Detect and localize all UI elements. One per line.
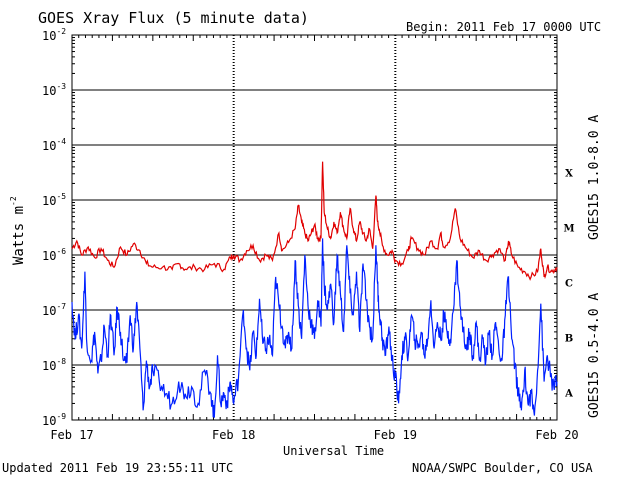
y-axis-label: Watts m-2 [9, 196, 27, 265]
legend-short-series: GOES15 0.5-4.0 A [587, 293, 602, 418]
x-tick-labels: Feb 17 Feb 18 Feb 19 Feb 20 [50, 428, 578, 442]
legend-red-label: GOES15 1.0-8.0 A [587, 115, 602, 240]
flare-class-labels: X M C B A [563, 169, 574, 400]
series-line-long [71, 161, 558, 281]
series-line-short [71, 238, 558, 418]
flare-class-label: X [565, 169, 573, 180]
y-tick-labels: 10-2 10-3 10-4 10-5 10-6 10-7 10-8 10-9 [42, 27, 66, 428]
y-tick-label: 10-5 [42, 192, 66, 208]
y-tick-label: 10-7 [42, 302, 66, 318]
flare-class-label: M [563, 224, 574, 235]
y-tick-label: 10-2 [42, 27, 66, 43]
x-tick-label: Feb 19 [374, 428, 417, 442]
y-axis-label-text: Watts m [11, 206, 27, 265]
x-tick-label: Feb 20 [535, 428, 578, 442]
y-tick-label: 10-4 [42, 137, 66, 153]
y-tick-label: 10-3 [42, 82, 66, 98]
legend-long-series: GOES15 1.0-8.0 A [587, 115, 602, 240]
y-tick-label: 10-9 [42, 412, 66, 428]
x-tick-label: Feb 17 [50, 428, 93, 442]
data-source: NOAA/SWPC Boulder, CO USA [412, 461, 593, 475]
updated-time: Updated 2011 Feb 19 23:55:11 UTC [2, 461, 233, 475]
y-tick-label: 10-6 [42, 247, 66, 263]
y-axis-label-exponent: -2 [9, 196, 18, 206]
series-layer [71, 161, 558, 418]
svg-text:Watts m-2: Watts m-2 [9, 196, 27, 265]
flare-class-label: C [565, 279, 573, 290]
chart-title: GOES Xray Flux (5 minute data) [38, 9, 309, 27]
flare-class-label: A [564, 389, 573, 400]
y-tick-label: 10-8 [42, 357, 66, 373]
plot-frame [71, 34, 558, 421]
legend-blue-label: GOES15 0.5-4.0 A [587, 293, 602, 418]
x-tick-label: Feb 18 [212, 428, 255, 442]
flare-class-label: B [565, 334, 573, 345]
begin-time: Begin: 2011 Feb 17 0000 UTC [406, 20, 601, 34]
x-axis-label: Universal Time [283, 444, 384, 458]
